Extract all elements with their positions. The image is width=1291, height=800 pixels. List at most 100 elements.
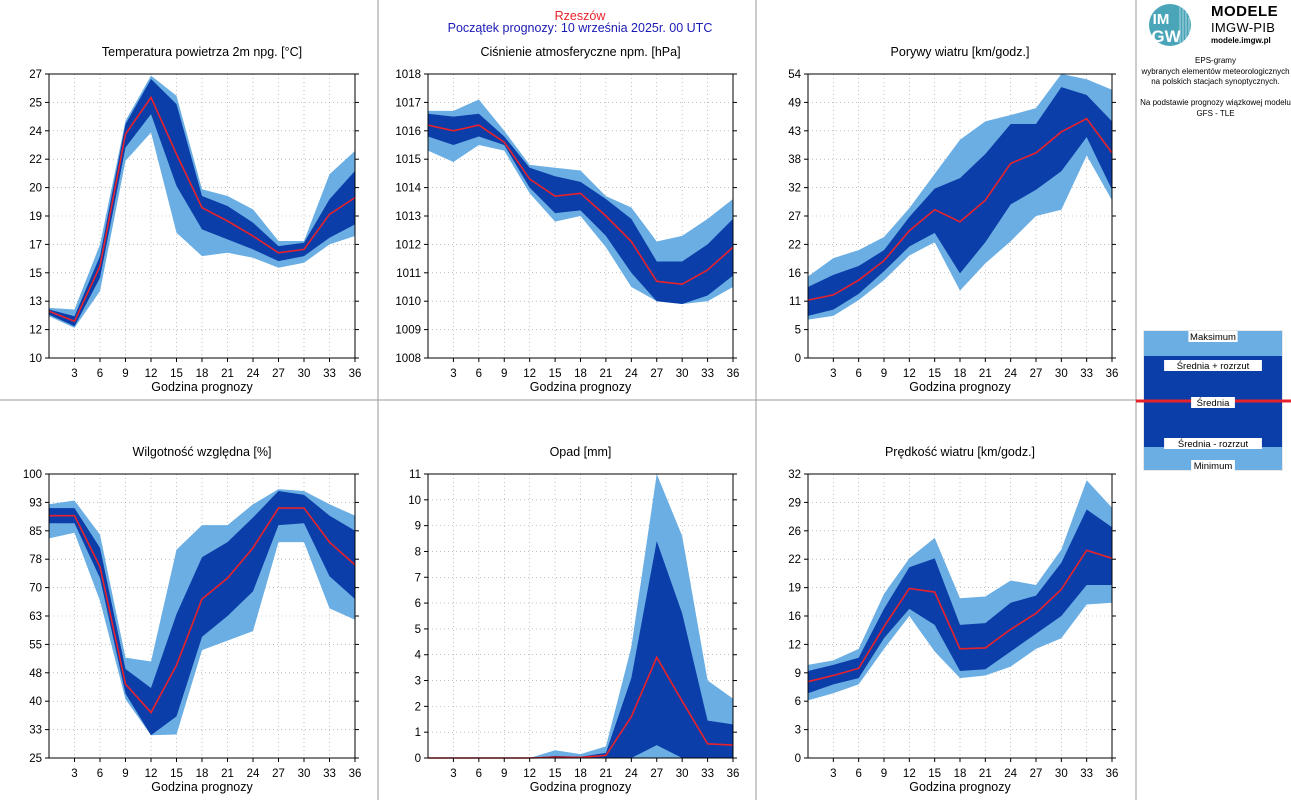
description-line bbox=[1140, 88, 1291, 99]
x-tick-label: 18 bbox=[196, 368, 209, 380]
x-tick-label: 9 bbox=[501, 368, 507, 380]
legend-label-bg bbox=[1164, 360, 1262, 371]
y-tick-label: 3 bbox=[795, 725, 801, 737]
x-tick-label: 30 bbox=[1055, 368, 1068, 380]
x-tick-label: 24 bbox=[625, 768, 638, 780]
y-tick-label: 32 bbox=[788, 183, 801, 195]
mean-line bbox=[807, 549, 1113, 683]
x-tick-label: 27 bbox=[272, 768, 285, 780]
x-tick-label: 12 bbox=[903, 368, 916, 380]
x-tick-label: 18 bbox=[954, 768, 967, 780]
y-tick-label: 6 bbox=[415, 598, 421, 610]
x-tick-label: 12 bbox=[523, 768, 536, 780]
x-tick-label: 21 bbox=[600, 768, 613, 780]
x-tick-label: 6 bbox=[476, 368, 482, 380]
y-tick-label: 16 bbox=[788, 611, 801, 623]
y-tick-label: 63 bbox=[29, 611, 42, 623]
spread-band bbox=[808, 87, 1112, 316]
y-tick-label: 5 bbox=[795, 325, 801, 337]
x-tick-label: 36 bbox=[727, 768, 740, 780]
x-tick-label: 24 bbox=[625, 368, 638, 380]
y-tick-label: 16 bbox=[788, 268, 801, 280]
logo-mark-bottom: GW bbox=[1151, 27, 1181, 46]
chart-panel: Ciśnienie atmosferyczne npm. [hPa] 1008 10… bbox=[395, 45, 739, 394]
x-tick-label: 9 bbox=[122, 368, 128, 380]
x-tick-label: 30 bbox=[298, 368, 311, 380]
x-tick-label: 12 bbox=[523, 368, 536, 380]
x-tick-label: 9 bbox=[122, 768, 128, 780]
x-tick-label: 3 bbox=[830, 768, 836, 780]
y-tick-label: 1017 bbox=[395, 97, 421, 109]
logo-mark-top: IM bbox=[1153, 11, 1170, 28]
y-tick-label: 55 bbox=[29, 639, 42, 651]
chart-panel: Temperatura powietrza 2m npg. [°C] 10 12 13… bbox=[29, 45, 361, 394]
logo-url-link[interactable]: modele.imgw.pl bbox=[1211, 36, 1271, 45]
x-axis-label: Godzina prognozy bbox=[530, 780, 632, 794]
x-tick-label: 33 bbox=[701, 768, 714, 780]
y-tick-label: 29 bbox=[788, 497, 801, 509]
y-tick-label: 0 bbox=[795, 353, 801, 365]
y-tick-label: 9 bbox=[795, 668, 801, 680]
legend-label-bg bbox=[1164, 438, 1262, 449]
y-tick-label: 100 bbox=[23, 469, 42, 481]
x-tick-label: 6 bbox=[855, 368, 861, 380]
x-tick-label: 36 bbox=[349, 768, 362, 780]
x-tick-label: 36 bbox=[727, 368, 740, 380]
y-tick-label: 22 bbox=[788, 239, 801, 251]
y-tick-label: 54 bbox=[788, 69, 801, 81]
x-tick-label: 12 bbox=[145, 368, 158, 380]
imgw-logo[interactable]: IM GW bbox=[1146, 3, 1194, 47]
y-tick-label: 1009 bbox=[395, 325, 421, 337]
min-max-band bbox=[808, 480, 1112, 701]
y-tick-label: 49 bbox=[788, 97, 801, 109]
spread-band bbox=[49, 79, 355, 327]
x-tick-label: 6 bbox=[855, 768, 861, 780]
x-tick-label: 6 bbox=[97, 768, 103, 780]
y-tick-label: 1015 bbox=[395, 154, 421, 166]
x-tick-label: 27 bbox=[650, 368, 663, 380]
y-tick-label: 40 bbox=[29, 696, 42, 708]
x-tick-label: 36 bbox=[349, 368, 362, 380]
x-tick-label: 30 bbox=[1055, 768, 1068, 780]
y-tick-label: 70 bbox=[29, 583, 42, 595]
y-tick-label: 0 bbox=[415, 753, 421, 765]
x-tick-label: 21 bbox=[221, 368, 234, 380]
legend-label-mean: Średnia bbox=[1197, 397, 1230, 409]
y-tick-label: 2 bbox=[415, 701, 421, 713]
y-tick-label: 93 bbox=[29, 497, 42, 509]
chart-title: Porywy wiatru [km/godz.] bbox=[891, 45, 1030, 59]
x-tick-label: 36 bbox=[1106, 768, 1119, 780]
x-tick-label: 21 bbox=[600, 368, 613, 380]
x-tick-label: 36 bbox=[1106, 368, 1119, 380]
y-tick-label: 1010 bbox=[395, 296, 421, 308]
chart-title: Wilgotność względna [%] bbox=[133, 445, 272, 459]
legend-label-bg bbox=[1188, 331, 1238, 342]
chart-panel: Porywy wiatru [km/godz.] 0 5 11 16 22 27 32 38 43… bbox=[788, 45, 1118, 394]
imgw-logo-mark: IM GW bbox=[1149, 4, 1191, 46]
x-tick-label: 27 bbox=[272, 368, 285, 380]
y-tick-label: 1011 bbox=[396, 268, 421, 280]
x-tick-label: 33 bbox=[323, 768, 336, 780]
y-tick-label: 7 bbox=[415, 572, 421, 584]
chart-title: Ciśnienie atmosferyczne npm. [hPa] bbox=[480, 45, 680, 59]
station-title: Rzeszów bbox=[555, 9, 607, 23]
description-line: GFS - TLE bbox=[1196, 108, 1235, 118]
spread-band bbox=[428, 113, 733, 305]
x-tick-label: 15 bbox=[170, 368, 183, 380]
description-line: wybranych elementów meteorologicznych bbox=[1141, 66, 1290, 76]
x-tick-label: 21 bbox=[979, 368, 992, 380]
y-tick-label: 9 bbox=[415, 521, 421, 533]
y-tick-label: 1016 bbox=[395, 126, 421, 138]
x-tick-label: 15 bbox=[170, 768, 183, 780]
y-tick-label: 12 bbox=[788, 639, 801, 651]
x-tick-label: 15 bbox=[928, 368, 941, 380]
mean-line bbox=[48, 95, 356, 323]
chart-panel: Prędkość wiatru [km/godz.]03691216192226… bbox=[788, 445, 1118, 794]
y-tick-label: 17 bbox=[29, 239, 42, 251]
legend-panel: Maksimum Średnia + rozrzut Średnia Średnia … bbox=[1136, 330, 1291, 472]
x-axis-label: Godzina prognozy bbox=[151, 780, 253, 794]
x-tick-label: 30 bbox=[676, 768, 689, 780]
x-tick-label: 24 bbox=[247, 368, 260, 380]
x-tick-label: 6 bbox=[97, 368, 103, 380]
